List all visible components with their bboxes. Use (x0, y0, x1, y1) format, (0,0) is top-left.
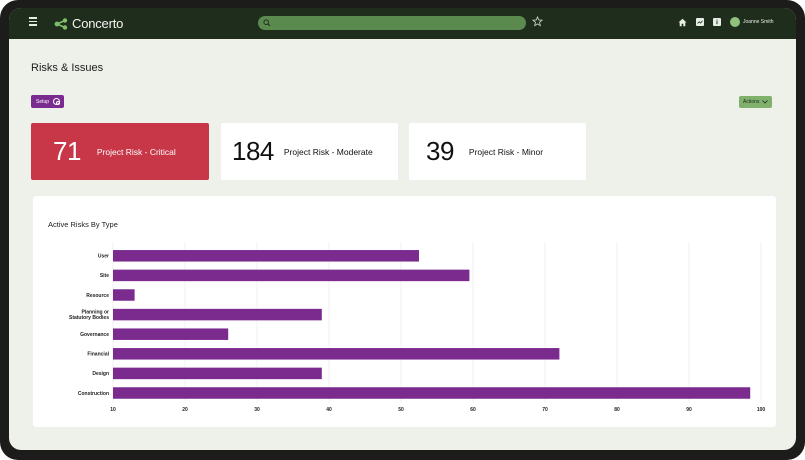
info-icon[interactable] (713, 18, 721, 26)
kpi-value: 71 (53, 136, 81, 166)
y-category-label: Design (92, 371, 109, 377)
actions-button[interactable]: Actions (739, 96, 773, 108)
top-navigation-bar: Concerto (9, 8, 796, 39)
bar-construction[interactable] (113, 387, 751, 399)
chart-title: Active Risks By Type (48, 220, 118, 229)
y-category-label: Resource (86, 293, 109, 299)
kpi-label: Project Risk - Critical (96, 146, 176, 157)
star-icon[interactable] (532, 16, 543, 27)
bar-planning-or-statutory-bodies[interactable] (113, 308, 322, 321)
active-risks-chart-card: Active Risks By Type 10 20 30 40 50 60 70 80 90 1… (33, 196, 776, 427)
user-name: Joanne Smith (743, 19, 774, 25)
app-screen: Concerto (9, 8, 796, 450)
chart-icon[interactable] (696, 18, 704, 26)
kpi-value: 184 (232, 136, 274, 166)
y-category-label: Governance (80, 332, 109, 338)
y-category-label: Site (100, 273, 109, 279)
kpi-label: Project Risk - Minor (468, 146, 544, 157)
x-tick-label: 20 (182, 407, 188, 413)
active-risks-bar-chart: 10 20 30 40 50 60 70 80 90 100 User Site Resource Pla… (69, 242, 766, 413)
setup-button-label: Setup (36, 98, 50, 105)
y-category-label: Financial (87, 352, 109, 358)
x-tick-label: 40 (326, 407, 332, 413)
bar-site[interactable] (113, 269, 470, 282)
search-bar[interactable] (258, 16, 526, 30)
kpi-card-critical[interactable]: 71 Project Risk - Critical (31, 123, 209, 180)
kpi-label: Project Risk - Moderate (283, 146, 373, 157)
x-tick-label: 100 (757, 407, 766, 413)
menu-icon[interactable] (29, 17, 37, 26)
user-menu[interactable]: Joanne Smith (730, 17, 774, 27)
x-tick-label: 70 (542, 407, 548, 413)
brand-name: Concerto (72, 16, 124, 31)
x-tick-label: 30 (254, 407, 260, 413)
x-tick-label: 80 (614, 407, 620, 413)
x-tick-label: 60 (470, 407, 476, 413)
settings-icon (53, 98, 61, 105)
bar-design[interactable] (113, 367, 322, 380)
y-category-label: Planning or Statutory Bodies (69, 310, 109, 322)
chevron-down-icon (762, 100, 769, 104)
concerto-logo-icon (54, 17, 68, 30)
bar-governance[interactable] (113, 328, 229, 340)
kpi-value: 39 (426, 136, 454, 166)
x-tick-label: 50 (398, 407, 404, 413)
bar-resource[interactable] (113, 289, 135, 301)
brand-logo[interactable]: Concerto (54, 16, 123, 31)
home-icon[interactable] (678, 18, 687, 27)
setup-button[interactable]: Setup (31, 95, 65, 108)
y-category-label: User (98, 254, 109, 260)
avatar (730, 17, 740, 27)
actions-button-label: Actions (743, 99, 760, 105)
bar-financial[interactable] (113, 348, 560, 360)
kpi-card-minor[interactable]: 39 Project Risk - Minor (409, 123, 586, 180)
search-input[interactable] (274, 16, 522, 30)
y-category-label: Construction (78, 391, 109, 397)
bar-user[interactable] (113, 250, 419, 262)
search-icon (263, 19, 271, 27)
kpi-card-moderate[interactable]: 184 Project Risk - Moderate (221, 123, 398, 180)
page-title: Risks & Issues (31, 62, 104, 74)
x-tick-label: 90 (686, 407, 692, 413)
x-tick-label: 10 (110, 407, 116, 413)
